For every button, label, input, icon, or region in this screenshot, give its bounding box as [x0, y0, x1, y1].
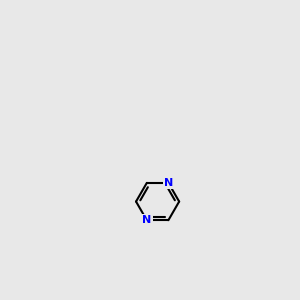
Text: N: N [142, 215, 152, 225]
Text: N: N [164, 178, 173, 188]
